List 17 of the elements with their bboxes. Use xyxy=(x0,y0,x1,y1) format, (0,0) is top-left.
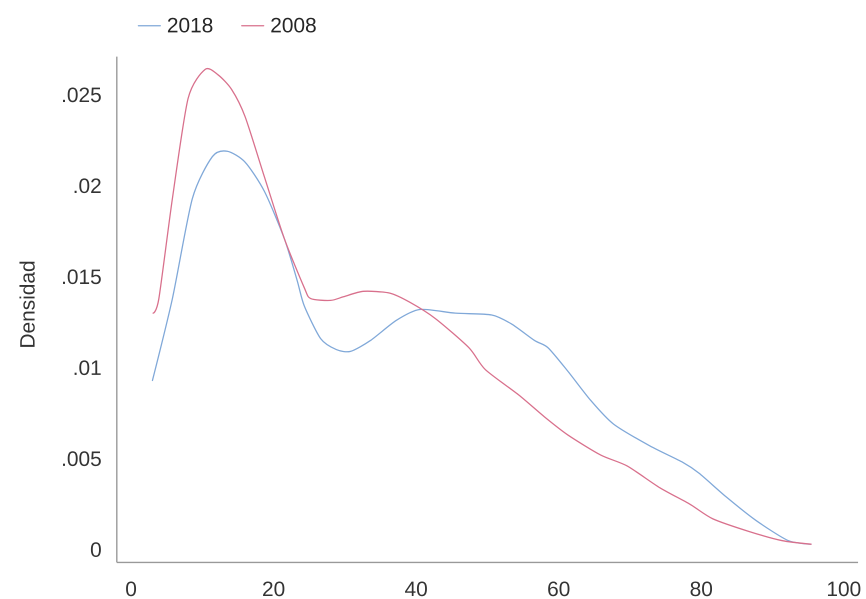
x-tick-label: 40 xyxy=(405,581,427,596)
legend-label: 2008 xyxy=(271,18,316,32)
x-tick-label: 100 xyxy=(828,581,860,596)
y-tick-label: .015 xyxy=(62,269,101,284)
x-tick-label: 80 xyxy=(690,581,712,596)
y-tick-label: .02 xyxy=(74,178,101,194)
y-tick-label: 0 xyxy=(90,542,101,557)
y-tick-label: .005 xyxy=(62,451,101,466)
x-tick-label: 60 xyxy=(548,581,570,596)
y-axis-title: Densidad xyxy=(19,262,35,347)
line-series xyxy=(152,150,812,545)
legend-label: 2018 xyxy=(168,18,212,32)
x-tick-label: 20 xyxy=(263,581,284,596)
x-tick-label: 0 xyxy=(126,581,136,596)
line-series xyxy=(152,68,812,545)
y-tick-label: .025 xyxy=(62,87,101,102)
y-tick-label: .01 xyxy=(74,360,101,376)
